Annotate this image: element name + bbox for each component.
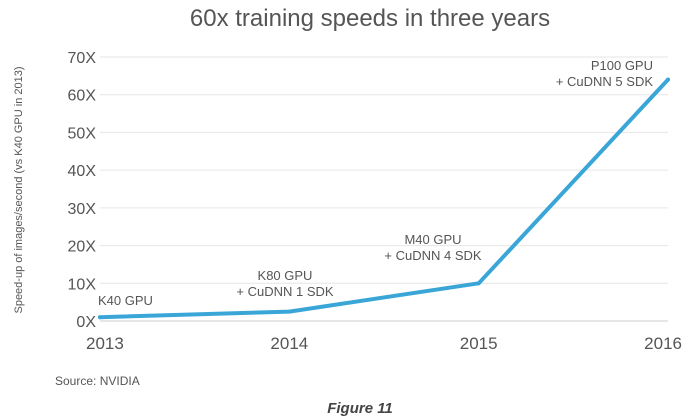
- annotation: K40 GPU: [98, 293, 153, 308]
- source-note: Source: NVIDIA: [55, 374, 140, 388]
- annotation-line: P100 GPU: [591, 58, 653, 73]
- annotation: P100 GPU+ CuDNN 5 SDK: [556, 58, 653, 89]
- x-tick-label: 2014: [270, 334, 308, 353]
- series-line-0: [98, 77, 670, 320]
- annotation-line: K40 GPU: [98, 293, 153, 308]
- data-point: [476, 281, 481, 286]
- annotation-line: M40 GPU: [404, 232, 461, 247]
- chart-title: 60x training speeds in three years: [190, 5, 550, 32]
- data-point: [98, 315, 102, 320]
- y-tick-label: 0X: [76, 314, 96, 331]
- y-tick-label: 20X: [68, 239, 97, 256]
- data-point: [666, 77, 670, 82]
- x-tick-label: 2013: [86, 334, 124, 353]
- annotation: K80 GPU+ CuDNN 1 SDK: [236, 268, 333, 299]
- y-axis-label: Speed-up of images/second (vs K40 GPU in…: [13, 66, 25, 313]
- y-tick-label: 50X: [68, 125, 97, 142]
- y-tick-labels: 0X 10X 20X 30X 40X 50X 60X 70X: [68, 50, 97, 331]
- y-tick-label: 70X: [68, 50, 97, 67]
- x-tick-label: 2015: [460, 334, 498, 353]
- series-group: [98, 77, 670, 320]
- y-tick-label: 10X: [68, 276, 97, 293]
- annotation-line: K80 GPU: [258, 268, 313, 283]
- annotation: M40 GPU+ CuDNN 4 SDK: [384, 232, 481, 263]
- annotation-line: + CuDNN 1 SDK: [236, 284, 333, 299]
- y-tick-label: 60X: [68, 88, 97, 105]
- annotation-line: + CuDNN 5 SDK: [556, 74, 653, 89]
- data-point: [287, 309, 292, 314]
- gridlines: [100, 56, 668, 322]
- x-tick-label: 2016: [644, 334, 682, 353]
- x-tick-labels: 2013 2014 2015 2016: [86, 334, 682, 353]
- figure-caption: Figure 11: [327, 400, 393, 417]
- y-tick-label: 40X: [68, 163, 97, 180]
- y-tick-label: 30X: [68, 201, 97, 218]
- annotation-line: + CuDNN 4 SDK: [384, 248, 481, 263]
